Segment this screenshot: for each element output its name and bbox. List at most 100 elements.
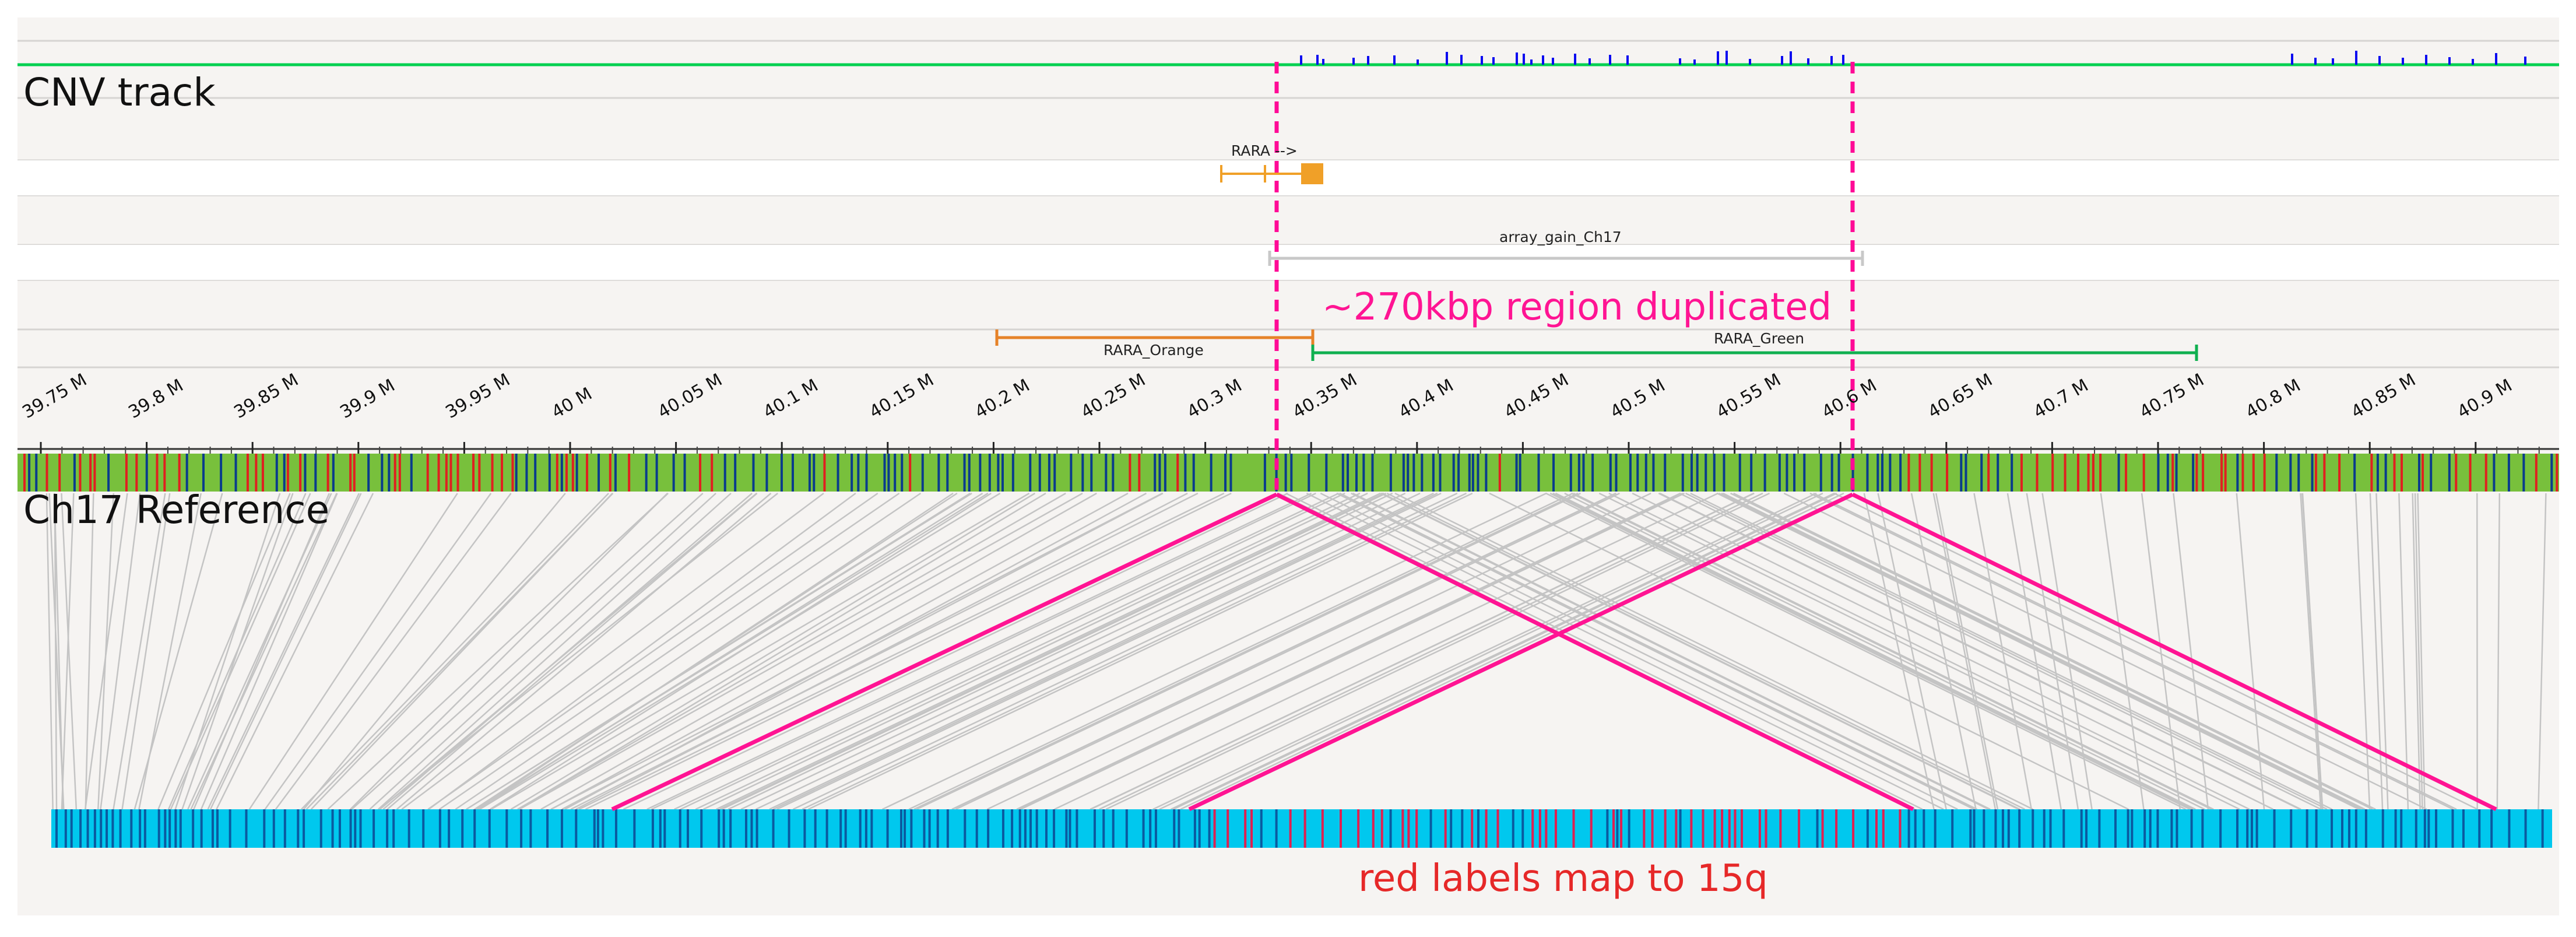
query-label-mark	[679, 809, 681, 848]
query-label-mark	[1213, 809, 1216, 848]
reference-label-mark	[2202, 454, 2205, 492]
query-label-mark	[1321, 809, 1324, 848]
query-label-mark	[2080, 809, 2083, 848]
alignment-line	[1910, 493, 1977, 810]
query-label-mark	[2400, 809, 2403, 848]
reference-label-mark	[478, 454, 481, 492]
alignment-line	[2412, 493, 2421, 810]
query-label-mark	[964, 809, 967, 848]
cnv-gain-spike	[1552, 58, 1554, 65]
reference-label-mark	[575, 454, 578, 492]
reference-label-mark	[156, 454, 159, 492]
reference-label-mark	[792, 454, 795, 492]
reference-label-mark	[2422, 454, 2424, 492]
alignment-line	[190, 493, 338, 810]
reference-label-mark	[491, 454, 494, 492]
alignment-line	[248, 493, 458, 810]
query-label-mark	[1198, 809, 1201, 848]
query-label-mark	[1444, 809, 1447, 848]
reference-label-mark	[1498, 454, 1501, 492]
alignment-line	[61, 493, 75, 810]
alignment-line	[2496, 493, 2501, 810]
reference-label-mark	[1001, 454, 1004, 492]
reference-label-mark	[185, 454, 188, 492]
query-label-mark	[2415, 809, 2417, 848]
cnv-gain-spike	[1367, 56, 1369, 65]
alignment-line	[755, 492, 1421, 810]
query-label-mark	[1407, 809, 1410, 848]
alignment-line	[174, 493, 281, 810]
alignment-line	[540, 492, 1097, 810]
query-label-mark	[1289, 809, 1292, 848]
query-label-mark	[1620, 809, 1623, 848]
reference-label-mark	[2241, 454, 2244, 492]
alignment-line	[651, 492, 1316, 810]
reference-label-mark	[393, 454, 396, 492]
reference-label-mark	[979, 454, 982, 492]
query-label-mark	[2524, 809, 2527, 848]
query-label-mark	[473, 809, 476, 848]
query-label-mark	[2427, 809, 2430, 848]
reference-label-mark	[89, 454, 92, 492]
reference-label-mark	[2157, 454, 2160, 492]
query-label-mark	[1389, 809, 1392, 848]
alignment-line	[1090, 492, 1755, 810]
reference-label-mark	[1713, 454, 1716, 492]
alignment-line	[170, 493, 311, 810]
alignment-line	[378, 493, 778, 810]
alignment-line	[45, 493, 54, 810]
query-label-mark	[2451, 809, 2454, 848]
alignment-line	[1730, 492, 2373, 810]
query-label-mark	[1531, 809, 1534, 848]
alignment-line	[1598, 492, 2240, 810]
query-label-mark	[2381, 809, 2384, 848]
reference-label-mark	[1138, 454, 1141, 492]
query-label-mark	[179, 809, 182, 848]
reference-label-mark	[1987, 454, 1990, 492]
query-label-mark	[1779, 809, 1782, 848]
query-label-mark	[1250, 809, 1253, 848]
query-label-mark	[1485, 809, 1488, 848]
alignment-line	[2026, 493, 2079, 810]
reference-label-mark	[1876, 454, 1879, 492]
query-label-mark	[111, 809, 114, 848]
reference-label-mark	[1803, 454, 1806, 492]
alignment-line	[674, 492, 1339, 810]
reference-label-mark	[1930, 454, 1933, 492]
reference-label-mark	[234, 454, 237, 492]
reference-label-mark	[1154, 454, 1157, 492]
reference-label-mark	[1011, 454, 1014, 492]
query-label-mark	[1244, 809, 1247, 848]
query-label-mark	[899, 809, 902, 848]
query-label-mark	[1923, 809, 1925, 848]
reference-label-mark	[332, 454, 335, 492]
alignment-line	[1018, 492, 1684, 810]
alignment-line	[113, 493, 166, 810]
cnv-gain-spike	[1322, 59, 1324, 65]
alignment-line	[2041, 493, 2093, 810]
alignment-line	[209, 493, 362, 810]
query-label-mark	[788, 809, 790, 848]
alignment-line	[2398, 493, 2409, 810]
query-label-mark	[2435, 809, 2438, 848]
query-label-mark	[2541, 809, 2544, 848]
query-label-mark	[886, 809, 889, 848]
query-label-mark	[211, 809, 214, 848]
reference-label-mark	[1112, 454, 1115, 492]
reference-label-mark	[93, 454, 96, 492]
reference-label-mark	[246, 454, 249, 492]
reference-label-mark	[410, 454, 413, 492]
reference-label-mark	[1284, 454, 1287, 492]
reference-label-mark	[865, 454, 868, 492]
duplication-alignment-lines	[611, 492, 2497, 812]
reference-label-mark	[1029, 454, 1032, 492]
query-label-mark	[2149, 809, 2152, 848]
reference-label-mark	[556, 454, 558, 492]
cnv-gain-spike	[2425, 55, 2427, 65]
probe-rara-orange	[995, 329, 1315, 346]
query-label-mark	[1969, 809, 1972, 848]
reference-label-mark	[1980, 454, 1983, 492]
cnv-gain-spike	[1626, 55, 1629, 65]
track-rows	[17, 40, 2559, 369]
